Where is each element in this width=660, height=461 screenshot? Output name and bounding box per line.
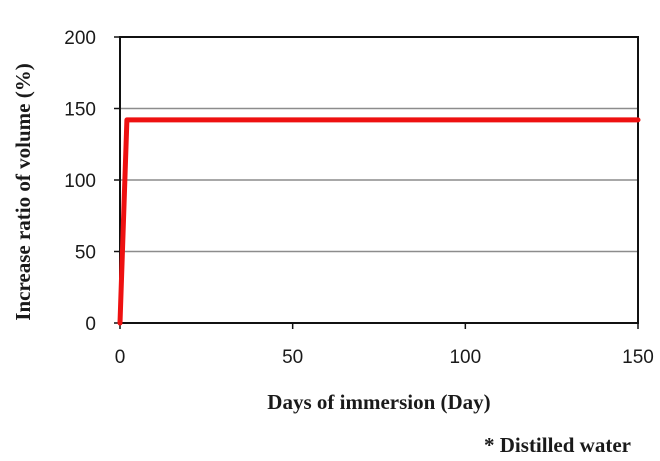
- y-tick-label-100: 100: [64, 171, 96, 192]
- y-tick-label-200: 200: [64, 28, 96, 49]
- y-axis-ticks: 0 50 100 150 200: [64, 28, 120, 335]
- series-line-0: [117, 117, 641, 326]
- x-tick-label-100: 100: [449, 347, 481, 368]
- y-tick-label-0: 0: [85, 314, 96, 335]
- y-tick-label-50: 50: [75, 243, 96, 264]
- series-layer: [117, 117, 641, 326]
- x-axis-ticks: 0 50 100 150: [115, 323, 654, 368]
- x-tick-label-50: 50: [282, 347, 303, 368]
- grid-lines: [120, 107, 638, 253]
- y-axis-title: Increase ratio of volume (%): [11, 63, 35, 320]
- y-tick-label-150: 150: [64, 100, 96, 121]
- x-tick-label-150: 150: [622, 347, 654, 368]
- x-tick-label-0: 0: [115, 347, 126, 368]
- annotation-distilled-water: * Distilled water: [484, 433, 631, 457]
- x-axis-title: Days of immersion (Day): [267, 390, 490, 414]
